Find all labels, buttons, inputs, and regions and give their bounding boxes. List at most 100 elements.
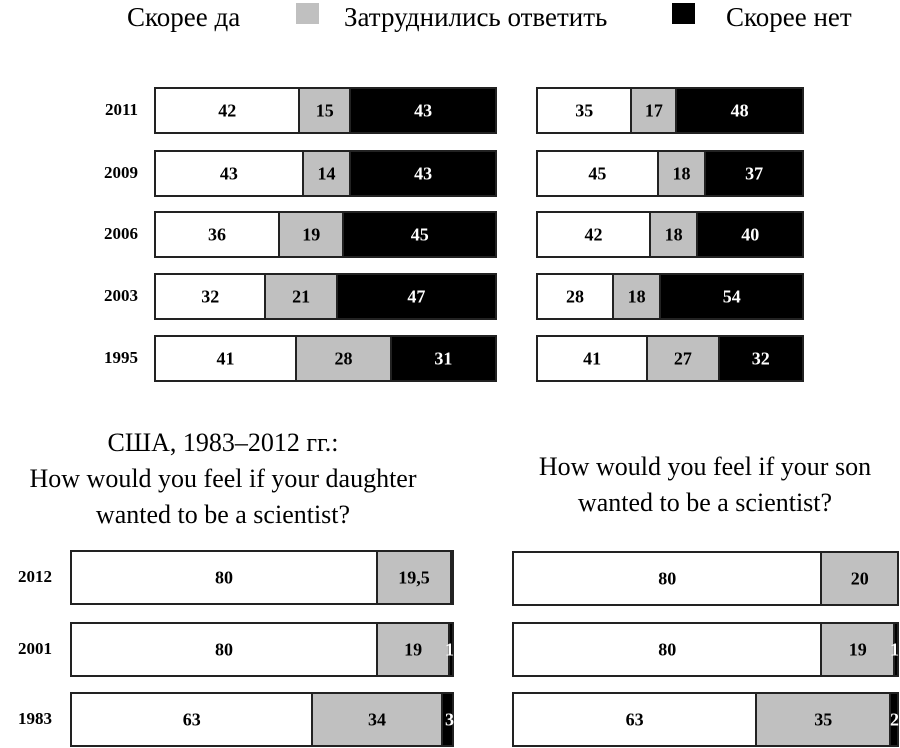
data-label: 40 bbox=[741, 224, 760, 244]
bar-segment-unsure: 20 bbox=[820, 553, 897, 604]
bar-segment-yes: 80 bbox=[72, 624, 376, 675]
data-label: 35 bbox=[575, 100, 594, 120]
bar-segment-no: 37 bbox=[704, 152, 802, 195]
data-label: 43 bbox=[219, 163, 238, 183]
data-label: 28 bbox=[334, 348, 353, 368]
data-label: 43 bbox=[414, 163, 433, 183]
data-label: 42 bbox=[584, 224, 603, 244]
data-label: 14 bbox=[317, 163, 336, 183]
bar-segment-no: 45 bbox=[342, 213, 495, 256]
stacked-bar: 80 19 1 bbox=[512, 622, 899, 677]
bar-segment-yes: 63 bbox=[72, 694, 312, 745]
bar-segment-yes: 32 bbox=[156, 275, 265, 318]
data-label: 20 bbox=[850, 568, 869, 588]
bar-segment-unsure: 35 bbox=[755, 694, 890, 745]
bar-segment-no: 32 bbox=[717, 337, 802, 380]
year-label: 2012 bbox=[18, 566, 52, 586]
bar-segment-yes: 80 bbox=[72, 552, 376, 603]
bar-segment-unsure: 34 bbox=[311, 694, 441, 745]
chart-title-line: How would you feel if your son bbox=[538, 452, 872, 481]
data-label: 32 bbox=[751, 348, 770, 368]
bar-segment-unsure: 15 bbox=[298, 89, 350, 132]
bar-segment-unsure: 18 bbox=[611, 275, 660, 318]
bar-segment-unsure: 21 bbox=[264, 275, 336, 318]
data-label: 19 bbox=[848, 639, 867, 659]
stacked-bar: 42 18 40 bbox=[536, 211, 804, 258]
bar-segment-unsure: 18 bbox=[648, 213, 697, 256]
data-label: 28 bbox=[565, 286, 584, 306]
stacked-bar: 63 34 3 bbox=[70, 692, 454, 747]
bar-segment-unsure: 17 bbox=[630, 89, 676, 132]
data-label: 80 bbox=[658, 568, 677, 588]
bar-segment-no: 43 bbox=[349, 152, 495, 195]
bar-segment-unsure: 19 bbox=[820, 624, 894, 675]
bar-segment-no bbox=[450, 552, 453, 603]
stacked-bar: 32 21 47 bbox=[154, 273, 497, 320]
bar-segment-yes: 41 bbox=[156, 337, 295, 380]
data-label: 80 bbox=[215, 639, 233, 659]
data-label: 19 bbox=[404, 639, 423, 659]
bar-segment-yes: 43 bbox=[156, 152, 302, 195]
data-label: 45 bbox=[410, 224, 429, 244]
data-label: 43 bbox=[414, 100, 433, 120]
data-label: 35 bbox=[814, 709, 833, 729]
chart-title-line: How would you feel if your daughter bbox=[29, 464, 417, 493]
stacked-bar: 28 18 54 bbox=[536, 273, 804, 320]
stacked-bar: 63 35 2 bbox=[512, 692, 899, 747]
data-label: 15 bbox=[315, 100, 334, 120]
bar-segment-yes: 42 bbox=[538, 213, 649, 256]
bar-segment-unsure: 27 bbox=[646, 337, 718, 380]
stacked-bar: 36 19 45 bbox=[154, 211, 497, 258]
bar-segment-yes: 80 bbox=[514, 553, 821, 604]
year-label: 2011 bbox=[104, 99, 138, 119]
chart-title-line: wanted to be a scientist? bbox=[95, 500, 351, 529]
bar-segment-unsure: 28 bbox=[294, 337, 390, 380]
data-label: 80 bbox=[658, 639, 677, 659]
data-label: 1 bbox=[889, 639, 899, 659]
stacked-bar: 80 19 1 bbox=[70, 622, 454, 677]
bar-segment-no: 31 bbox=[389, 337, 495, 380]
bar-segment-unsure: 18 bbox=[656, 152, 705, 195]
bar-segment-unsure: 19 bbox=[278, 213, 343, 256]
bar-segment-unsure: 19 bbox=[376, 624, 449, 675]
data-label: 41 bbox=[583, 348, 602, 368]
data-label: 37 bbox=[745, 163, 764, 183]
data-label: 42 bbox=[218, 100, 237, 120]
data-label: 48 bbox=[730, 100, 749, 120]
stacked-bar: 41 27 32 bbox=[536, 335, 804, 382]
year-label: 2003 bbox=[104, 285, 138, 305]
stacked-bar: 41 28 31 bbox=[154, 335, 497, 382]
bar-segment-yes: 35 bbox=[538, 89, 631, 132]
bar-segment-yes: 28 bbox=[538, 275, 612, 318]
data-label: 34 bbox=[367, 709, 386, 729]
bar-segment-no: 1 bbox=[889, 624, 899, 675]
data-label: 31 bbox=[434, 348, 453, 368]
legend-swatch-unsure bbox=[296, 3, 319, 24]
bar-segment-no: 3 bbox=[440, 694, 454, 745]
bar-segment-yes: 41 bbox=[538, 337, 647, 380]
data-label: 1 bbox=[444, 639, 454, 659]
year-label: 2001 bbox=[18, 638, 52, 658]
data-label: 63 bbox=[182, 709, 201, 729]
bar-segment-yes: 42 bbox=[156, 89, 299, 132]
data-label: 3 bbox=[444, 709, 454, 729]
data-label: 18 bbox=[664, 224, 683, 244]
year-label: 1995 bbox=[104, 347, 138, 367]
bar-segment-no: 48 bbox=[675, 89, 802, 132]
bar-segment-yes: 45 bbox=[538, 152, 657, 195]
bar-segment-yes: 80 bbox=[514, 624, 821, 675]
stacked-bar: 43 14 43 bbox=[154, 150, 497, 197]
data-label: 36 bbox=[208, 224, 227, 244]
data-label: 41 bbox=[216, 348, 235, 368]
bar-segment-no: 47 bbox=[335, 275, 495, 318]
data-label: 2 bbox=[889, 709, 899, 729]
data-label: 63 bbox=[625, 709, 644, 729]
bar-segment-no: 40 bbox=[696, 213, 802, 256]
bar-segment-unsure: 14 bbox=[301, 152, 350, 195]
legend-label-yes: Скорее да bbox=[127, 2, 241, 32]
chart-title-line: США, 1983–2012 гг.: bbox=[107, 428, 339, 457]
data-label: 18 bbox=[672, 163, 691, 183]
bar-segment-no: 43 bbox=[349, 89, 495, 132]
legend-label-no: Скорее нет bbox=[726, 2, 852, 32]
data-label: 21 bbox=[292, 286, 311, 306]
